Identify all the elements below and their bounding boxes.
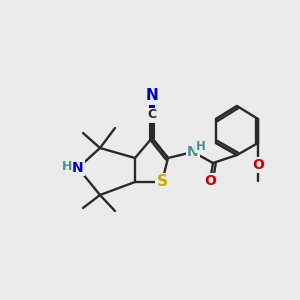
- Text: N: N: [146, 88, 158, 104]
- Text: H: H: [62, 160, 72, 173]
- Text: S: S: [157, 175, 167, 190]
- Text: O: O: [252, 158, 264, 172]
- Text: N: N: [72, 161, 84, 175]
- Text: O: O: [204, 174, 216, 188]
- Text: C: C: [147, 109, 157, 122]
- Text: H: H: [196, 140, 206, 152]
- Text: N: N: [187, 145, 199, 159]
